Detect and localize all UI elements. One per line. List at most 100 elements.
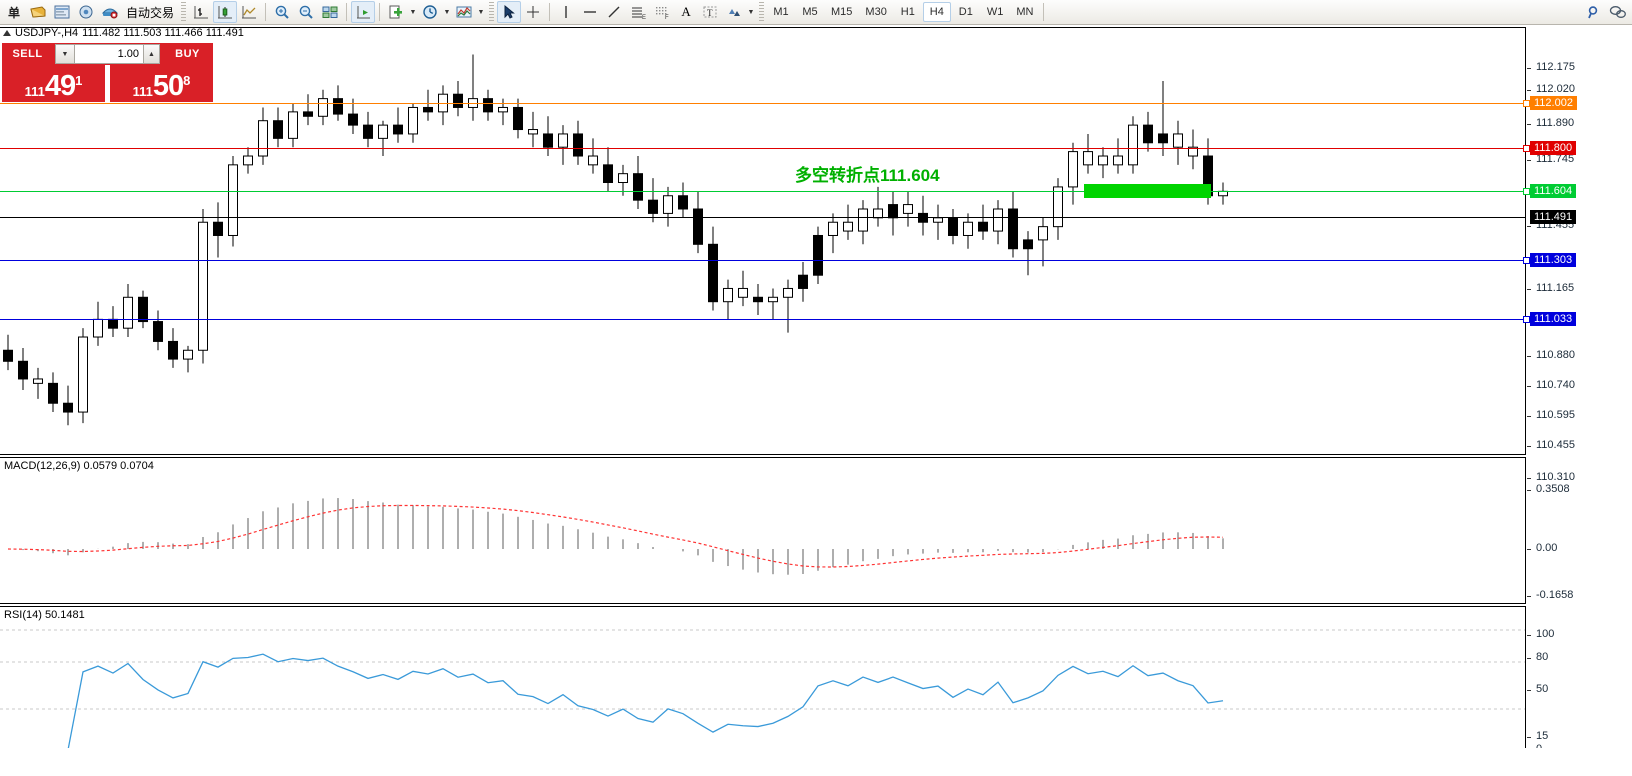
line-chart-icon[interactable] [237, 1, 261, 23]
axis-tick [1527, 478, 1531, 479]
level-line-111.303[interactable] [0, 260, 1526, 261]
rsi-plot [0, 629, 1525, 751]
timeframe-m5[interactable]: M5 [802, 6, 818, 18]
data-window-icon[interactable] [351, 1, 376, 23]
timeframe-h1[interactable]: H1 [900, 6, 915, 18]
label-icon[interactable]: T [698, 1, 722, 23]
axis-label: 15 [1536, 730, 1549, 742]
timeframe-mn[interactable]: MN [1016, 6, 1034, 18]
horizontal-line-icon[interactable] [578, 1, 602, 23]
shapes-dropdown-icon[interactable]: ▼ [747, 8, 755, 16]
bar-chart-icon[interactable] [189, 1, 213, 23]
wallet-icon[interactable] [26, 1, 50, 23]
new-order-icon[interactable]: 单 [7, 5, 20, 20]
level-handle[interactable] [1523, 100, 1530, 107]
sell-price-sup: 1 [75, 73, 83, 88]
timeframe-m30[interactable]: M30 [865, 6, 887, 18]
level-line-111.604[interactable] [0, 191, 1526, 192]
crosshair-icon[interactable] [521, 1, 545, 23]
level-line-111.491[interactable] [0, 217, 1526, 218]
sell-price[interactable]: 111 49 1 [2, 65, 105, 102]
timeframe-m15[interactable]: M15 [831, 6, 853, 18]
new-chart-icon[interactable] [384, 1, 408, 23]
toolbar-grip-2[interactable] [489, 2, 495, 22]
axis-label: 112.175 [1536, 61, 1575, 73]
buy-button[interactable]: BUY [162, 43, 213, 65]
navigator-icon[interactable] [74, 1, 98, 23]
level-line-112.002[interactable] [0, 103, 1526, 104]
search-icon[interactable] [1582, 1, 1606, 23]
svg-text:E: E [642, 15, 646, 20]
price-pane[interactable] [0, 27, 1526, 455]
tile-windows-icon[interactable] [318, 1, 342, 23]
symbol-info-line: USDJPY-,H4 111.482 111.503 111.466 111.4… [0, 26, 600, 40]
main-toolbar: 单 自动交易 [0, 0, 1632, 25]
indicators-icon[interactable] [452, 1, 476, 23]
channel-icon[interactable]: F [650, 1, 674, 23]
sell-price-big: 49 [44, 70, 76, 102]
one-click-trading-panel[interactable]: SELL ▼ 1.00 ▲ BUY 111 49 1 111 50 8 [2, 43, 213, 102]
new-chart-dropdown-icon[interactable]: ▼ [409, 8, 417, 16]
axis-tick [1527, 549, 1531, 550]
zoom-out-icon[interactable] [294, 1, 318, 23]
level-handle[interactable] [1523, 257, 1530, 264]
fibonacci-icon[interactable]: E [626, 1, 650, 23]
chevron-up-icon[interactable]: ▲ [143, 44, 160, 64]
toolbar-grip-1[interactable] [181, 2, 187, 22]
toolbar-separator-1 [265, 3, 267, 21]
cursor-icon[interactable] [497, 1, 522, 23]
axis-tick [1527, 124, 1531, 125]
buy-price-sup: 8 [183, 73, 191, 88]
chevron-down-icon[interactable]: ▼ [55, 44, 75, 64]
chart-area[interactable]: 多空转折点111.604 MACD(12,26,9) 0.0579 0.0704… [0, 27, 1632, 776]
period-dropdown-icon[interactable]: ▼ [443, 8, 451, 16]
text-icon[interactable]: A [681, 4, 691, 19]
rsi-pane[interactable] [0, 606, 1526, 752]
axis-label: 111.890 [1536, 117, 1575, 129]
timeframe-h4[interactable]: H4 [922, 2, 951, 22]
market-watch-icon[interactable] [50, 1, 74, 23]
axis-tick [1527, 90, 1531, 91]
toolbar-grip-3[interactable] [759, 2, 765, 22]
timeframe-d1[interactable]: D1 [958, 6, 973, 18]
timeframe-w1[interactable]: W1 [986, 6, 1004, 18]
zoom-in-icon[interactable] [270, 1, 294, 23]
timeframe-m1[interactable]: M1 [773, 6, 789, 18]
trendline-icon[interactable] [602, 1, 626, 23]
price-badge-resistance[interactable]: 111.800 [1530, 141, 1577, 155]
vertical-line-icon[interactable] [554, 1, 578, 23]
price-badge-support[interactable]: 111.033 [1530, 312, 1577, 326]
autotrade-label[interactable]: 自动交易 [126, 5, 175, 20]
indicators-dropdown-icon[interactable]: ▼ [477, 8, 485, 16]
sell-button[interactable]: SELL [2, 43, 53, 65]
level-line-111.800[interactable] [0, 148, 1526, 149]
volume-input[interactable]: 1.00 [75, 44, 143, 64]
axis-label: 50 [1536, 683, 1549, 695]
price-badge-support[interactable]: 111.303 [1530, 253, 1577, 267]
price-axis[interactable]: 112.175 112.020 111.890 111.745 111.455 111.1… [1523, 27, 1632, 755]
price-badge-bid[interactable]: 111.491 [1530, 210, 1577, 224]
macd-pane[interactable] [0, 457, 1526, 604]
chat-icon[interactable] [1606, 1, 1630, 23]
level-handle[interactable] [1523, 316, 1530, 323]
price-badge-resistance[interactable]: 112.002 [1530, 96, 1577, 110]
axis-label: 100 [1536, 628, 1555, 640]
axis-tick [1527, 690, 1531, 691]
axis-tick [1527, 658, 1531, 659]
buy-price[interactable]: 111 50 8 [110, 65, 213, 102]
period-icon[interactable] [418, 1, 442, 23]
chart-collapse-icon[interactable] [3, 30, 11, 36]
expert-advisor-icon[interactable] [98, 1, 122, 23]
price-badge-pivot[interactable]: 111.604 [1530, 184, 1577, 198]
toolbar-separator-5 [1043, 3, 1045, 21]
symbol-ohlc: 111.482 111.503 111.466 111.491 [82, 27, 244, 39]
level-line-111.033[interactable] [0, 319, 1526, 320]
pivot-annotation-text: 多空转折点111.604 [795, 166, 940, 185]
axis-tick [1527, 737, 1531, 738]
candlestick-chart-icon[interactable] [213, 1, 238, 23]
shapes-icon[interactable] [722, 1, 746, 23]
level-handle[interactable] [1523, 145, 1530, 152]
level-handle[interactable] [1523, 188, 1530, 195]
toolbar-separator-4 [549, 3, 551, 21]
axis-tick [1527, 356, 1531, 357]
